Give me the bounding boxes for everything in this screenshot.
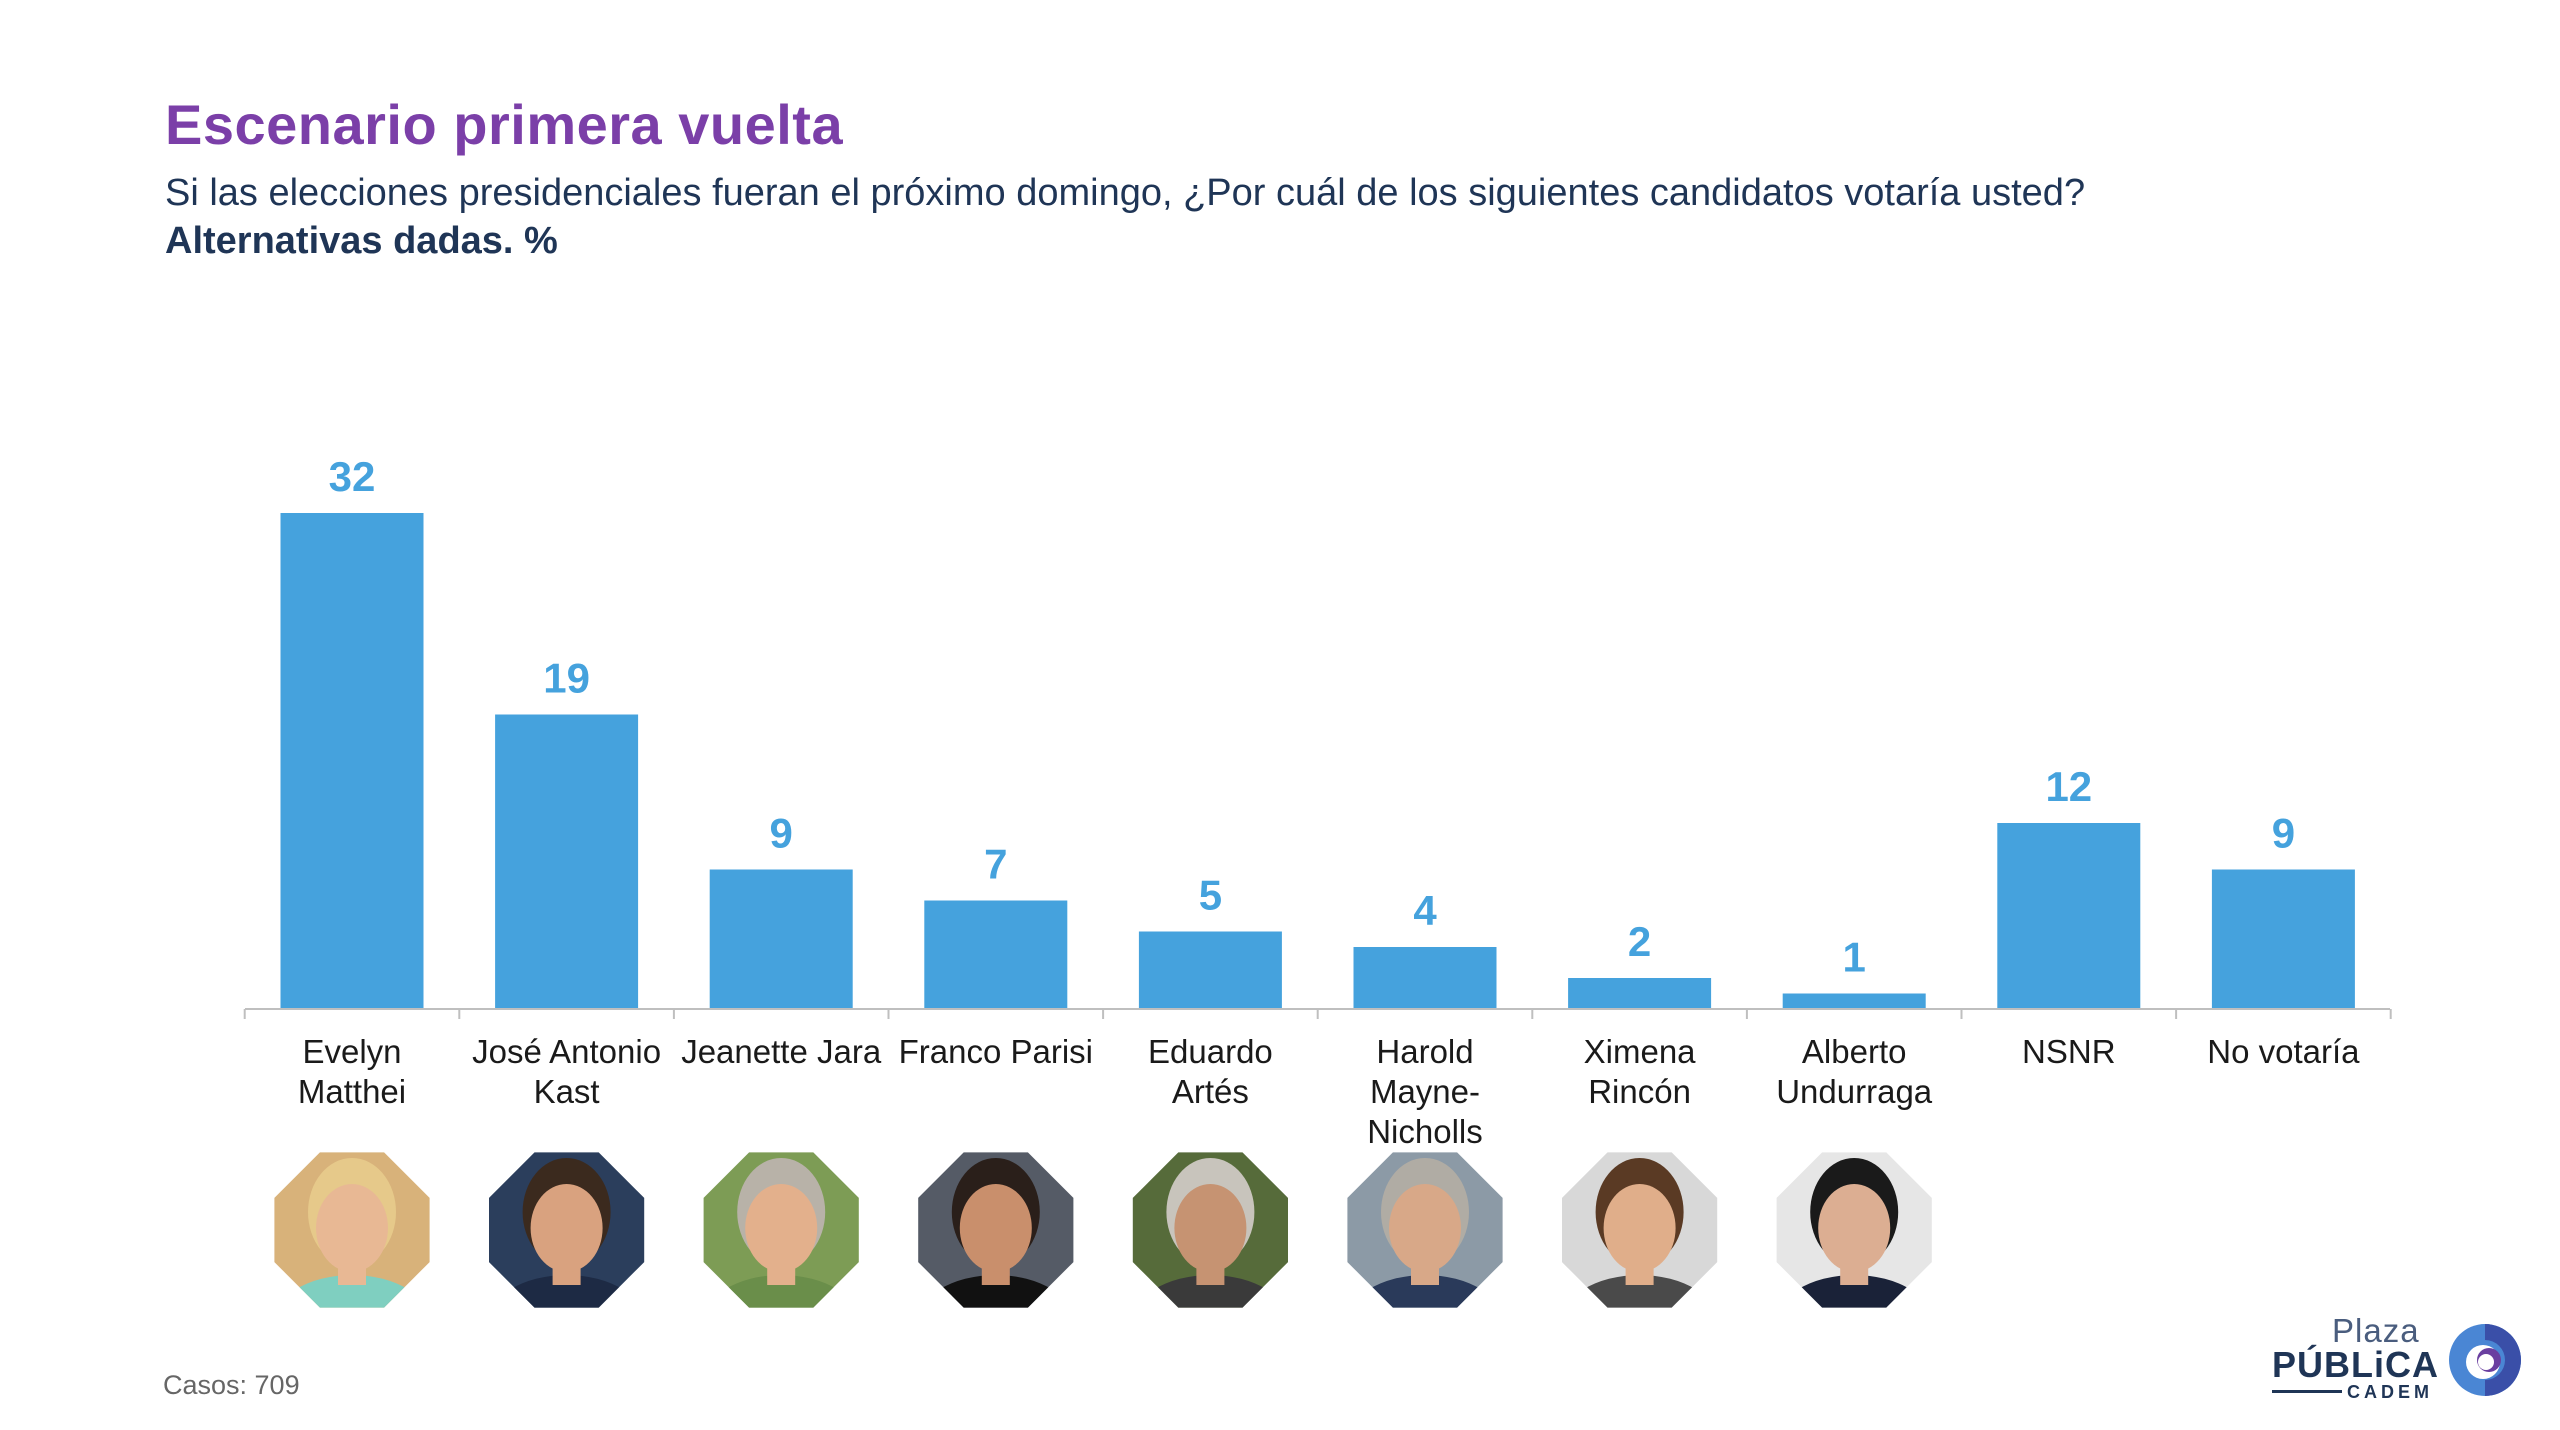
category-label: Harold [1376, 1033, 1473, 1070]
category-label: Mayne- [1370, 1073, 1480, 1110]
bar-value-label: 4 [1413, 887, 1437, 934]
bar [1353, 947, 1497, 1009]
candidate-photo [489, 1152, 645, 1308]
bar-value-label: 12 [2045, 763, 2092, 810]
bar [2211, 869, 2355, 1009]
logo-text-publica: PÚBLiCA [2272, 1344, 2439, 1385]
bar [495, 714, 639, 1009]
category-label: Jeanette Jara [681, 1033, 882, 1070]
bar [709, 869, 853, 1009]
category-label: Nicholls [1367, 1113, 1483, 1150]
bar [1997, 823, 2141, 1009]
bar [924, 900, 1068, 1009]
bar-value-label: 9 [2272, 810, 2295, 857]
logo-text-plaza: Plaza [2332, 1312, 2420, 1349]
category-label: Eduardo [1148, 1033, 1273, 1070]
category-label: José Antonio [472, 1033, 661, 1070]
bar-value-label: 7 [984, 841, 1007, 888]
category-label: Kast [534, 1073, 600, 1110]
category-label: Matthei [298, 1073, 406, 1110]
logo-swirl-icon [2449, 1324, 2521, 1396]
category-label: Ximena [1584, 1033, 1697, 1070]
category-label: Alberto [1802, 1033, 1907, 1070]
category-label: NSNR [2022, 1033, 2116, 1070]
bar [280, 513, 424, 1009]
logo-text-cadem: CADEM [2347, 1382, 2433, 1402]
logo-underline [2272, 1390, 2342, 1393]
candidate-photo [274, 1152, 430, 1308]
plaza-publica-cadem-logo: Plaza PÚBLiCA CADEM [2270, 1312, 2530, 1412]
bar-value-label: 2 [1628, 918, 1651, 965]
bar-value-label: 32 [329, 453, 376, 500]
candidate-photo [1562, 1152, 1718, 1308]
chart-title: Escenario primera vuelta [165, 93, 844, 156]
bar-value-label: 9 [770, 810, 793, 857]
candidate-photo [1776, 1152, 1932, 1308]
bar [1568, 978, 1712, 1009]
bar [1782, 993, 1926, 1009]
bar-value-label: 5 [1199, 872, 1222, 919]
cases-count: Casos: 709 [163, 1370, 300, 1400]
candidate-photo [703, 1152, 859, 1308]
candidate-photo [1132, 1152, 1288, 1308]
bar-value-label: 19 [543, 655, 590, 702]
category-label: Evelyn [302, 1033, 401, 1070]
category-label: Undurraga [1776, 1073, 1933, 1110]
bar-value-label: 1 [1843, 934, 1866, 981]
candidate-photo [1347, 1152, 1503, 1308]
category-label: No votaría [2207, 1033, 2360, 1070]
category-label: Artés [1172, 1073, 1249, 1110]
chart-subtitle: Si las elecciones presidenciales fueran … [165, 172, 2086, 214]
bar [1138, 931, 1282, 1009]
chart-subtitle-units: Alternativas dadas. % [165, 220, 558, 262]
candidate-photo [918, 1152, 1074, 1308]
category-label: Franco Parisi [899, 1033, 1093, 1070]
category-label: Rincón [1588, 1073, 1691, 1110]
